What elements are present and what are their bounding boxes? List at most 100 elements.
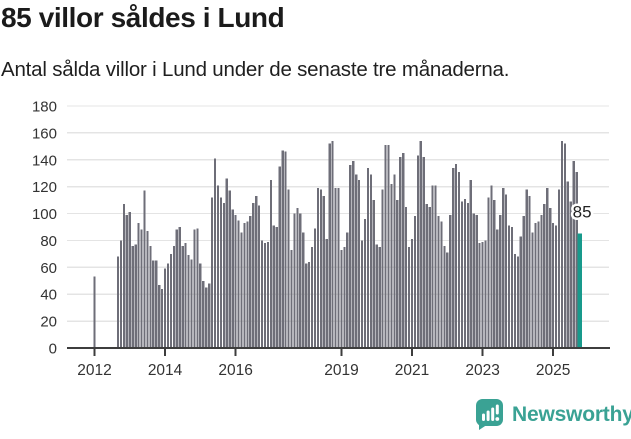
y-axis-tick-label: 180 [32,99,57,116]
bar [513,253,517,348]
bar [284,151,287,348]
bar [531,232,534,348]
bar [263,243,267,348]
bar [93,276,96,348]
bar [255,196,258,348]
bar [302,232,305,348]
bar [484,240,487,348]
bar [346,232,349,348]
bar [296,208,299,348]
bar [181,245,184,348]
chart-subtitle: Antal sålda villor i Lund under de senas… [1,58,510,81]
bar [208,283,211,348]
bar [193,229,196,348]
bar [213,158,217,348]
bar [478,243,481,348]
bar [352,161,355,348]
bar [199,263,202,348]
bar [281,150,284,348]
bar [440,221,443,348]
newsworthy-icon [476,399,503,430]
bar [240,232,243,348]
bar [375,244,378,348]
y-axis-tick-label: 40 [40,287,57,304]
bar [122,204,125,348]
bar [419,140,422,348]
x-axis-tick-label: 2025 [536,362,570,379]
bar [505,194,508,348]
bar [552,222,555,348]
bar [128,212,131,348]
bar [407,247,411,348]
bar [355,174,358,348]
bar [575,171,578,348]
bar [549,208,552,348]
bar [211,197,214,348]
bar [543,204,546,348]
bar [537,221,540,348]
bar [290,249,293,348]
y-axis-tick-label: 20 [40,314,57,331]
bar [155,260,158,348]
bar [496,229,499,348]
bar [466,202,469,348]
bar [287,189,290,348]
bar [202,280,205,348]
bar [237,220,240,348]
bar [449,214,452,348]
bar [546,188,549,348]
bar [566,181,569,348]
bar [358,179,361,348]
bar [443,245,446,348]
bar [522,216,525,348]
bar [372,200,375,348]
bar [293,213,296,348]
bar [252,202,255,348]
bar [308,261,311,348]
bar [231,209,234,348]
bar [360,240,364,348]
bar [163,268,167,348]
bar [184,243,187,348]
bar [378,247,381,348]
bar [425,204,428,348]
bar [125,214,128,348]
bar [131,245,134,348]
bar [381,189,384,348]
bar [116,256,120,348]
bar [487,197,490,348]
bar [493,200,496,348]
bar [331,140,334,348]
bar [460,201,464,348]
bar [457,171,461,348]
bar [149,245,152,348]
bar [422,157,425,348]
x-axis-tick-label: 2019 [324,362,358,379]
bar [396,200,399,348]
bar [219,197,223,348]
bar [137,222,140,348]
bar [366,167,370,348]
bar [299,213,302,348]
bar [431,185,434,348]
bar [516,256,519,348]
bar [399,157,402,348]
bar [507,225,511,348]
bar [557,189,561,348]
bar [178,227,181,348]
bar [269,179,272,348]
y-axis-tick-label: 80 [40,233,57,250]
bar [158,284,161,348]
y-axis-tick-label: 140 [32,152,57,169]
bar-chart-plot: 0 20 40 60 80 100 120 140 160 180 2012 2014 2016 2019… [32,99,610,379]
y-axis-tick-label: 0 [49,341,57,358]
bar [384,144,387,348]
x-axis-tick-label: 2016 [218,362,252,379]
bar [563,143,566,348]
bar [349,165,352,348]
bar [249,216,252,348]
bar [490,185,493,348]
bar [196,228,199,348]
bar [560,140,564,348]
